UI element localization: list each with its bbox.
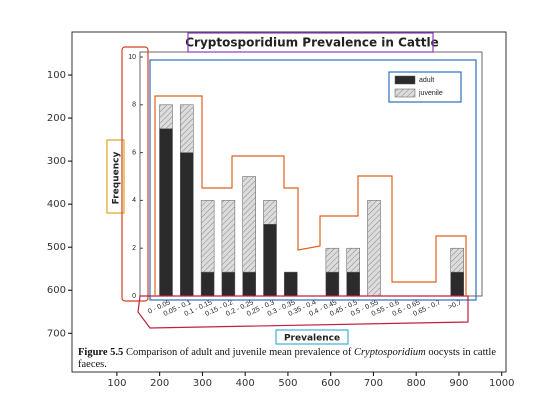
bar-segment: [284, 271, 298, 297]
y-tick-label: 2: [132, 245, 136, 252]
x-tick-label: 100: [107, 378, 126, 389]
x-tick-label: 900: [449, 378, 468, 389]
chart-title: Cryptosporidium Prevalence in Cattle: [185, 36, 439, 50]
legend-label: adult: [419, 77, 434, 84]
caption: Figure 5.5 Comparison of adult and juven…: [78, 347, 506, 371]
y-tick-label: 700: [47, 328, 66, 339]
x-tick-label: 300: [193, 378, 212, 389]
bar-segment: [346, 271, 360, 297]
hatch: [201, 200, 215, 273]
hatch: [242, 176, 256, 273]
bar-segment: [200, 271, 215, 297]
x-tick-label: 600: [321, 378, 340, 389]
bar-segment: [180, 152, 194, 297]
bar-segment: [263, 224, 277, 297]
x-tick-label: 500: [278, 378, 297, 389]
bar-segment: [325, 271, 340, 297]
caption-text: oocysts in cattle faeces.: [78, 347, 496, 370]
hatch: [450, 248, 464, 273]
y-tick-label: 0: [132, 293, 136, 300]
ylabel-box: [106, 139, 125, 214]
bar-segment: [221, 271, 236, 297]
xticks-box: [137, 295, 469, 329]
y-tick-label: 100: [47, 70, 66, 81]
x-axis-label: Prevalence: [284, 334, 340, 344]
x-tick-label: 1000: [489, 378, 514, 389]
hatch: [325, 248, 339, 273]
yticks-box: [121, 46, 149, 302]
y-tick-label: 600: [47, 285, 66, 296]
y-tick-label: 300: [47, 156, 66, 167]
inner-axes: [139, 51, 483, 297]
hatch: [395, 89, 415, 97]
hatch: [367, 200, 381, 296]
title-box: [187, 32, 434, 53]
legend-swatch: [394, 75, 416, 85]
y-axis-label: Frequency: [112, 152, 122, 205]
hatch: [221, 200, 235, 273]
hatch: [180, 104, 194, 153]
y-tick-label: 500: [47, 242, 66, 253]
y-tick-label: 6: [132, 149, 136, 156]
hatch: [263, 200, 277, 225]
x-tick-label: 200: [150, 378, 169, 389]
y-tick-label: 200: [47, 113, 66, 124]
x-tick-label: 800: [407, 378, 426, 389]
bar-segment: [450, 271, 464, 297]
caption-text: Comparison of adult and juvenile mean pr…: [125, 347, 354, 358]
bar-segment: [159, 128, 173, 297]
plot-box: [149, 59, 477, 301]
y-tick-label: 4: [132, 197, 136, 204]
hatch: [159, 104, 173, 129]
caption-label: Figure 5.5: [78, 347, 124, 358]
legend-label: juvenile: [418, 90, 443, 97]
x-tick-label: 700: [364, 378, 383, 389]
xlabel-box: [275, 329, 349, 345]
legend-box: [388, 71, 462, 103]
caption-italic: Cryptosporidium: [353, 347, 426, 358]
x-tick-label: 400: [236, 378, 255, 389]
bars-outline: [154, 95, 467, 296]
annotations: [106, 32, 477, 345]
bar-segment: [242, 271, 256, 297]
y-tick-label: 400: [47, 199, 66, 210]
y-tick-label: 8: [132, 102, 136, 109]
hatch: [346, 248, 360, 273]
y-tick-label: 10: [128, 54, 136, 61]
